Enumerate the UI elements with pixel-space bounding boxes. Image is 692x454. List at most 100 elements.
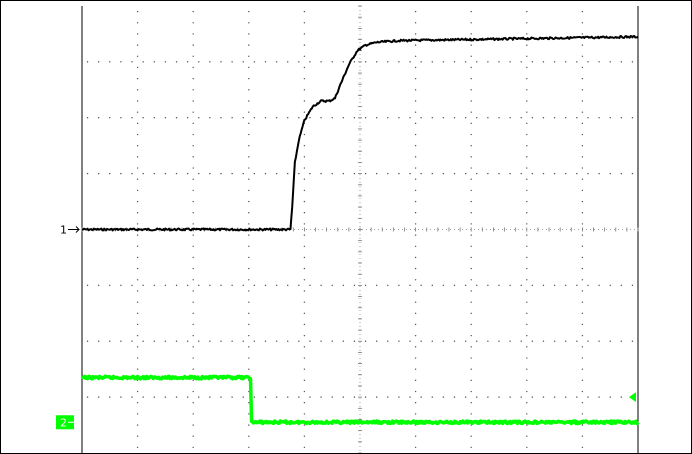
grid-dot bbox=[470, 435, 472, 437]
grid-dot bbox=[264, 117, 267, 119]
grid-dot bbox=[553, 172, 556, 175]
grid-dot bbox=[414, 413, 417, 415]
grid-dot bbox=[470, 234, 472, 236]
grid-dot bbox=[526, 357, 528, 359]
grid-dot bbox=[136, 334, 139, 337]
grid-dot bbox=[192, 44, 194, 46]
grid-dot bbox=[581, 234, 584, 236]
grid-dot bbox=[526, 66, 528, 69]
grid-dot bbox=[470, 446, 472, 449]
grid-dot bbox=[86, 284, 89, 287]
grid-dot bbox=[542, 340, 545, 342]
grid-dot bbox=[298, 284, 300, 287]
grid-dot bbox=[186, 61, 189, 63]
grid-dot bbox=[414, 301, 417, 303]
grid-dot bbox=[109, 396, 111, 398]
grid-dot bbox=[320, 117, 322, 119]
grid-dot bbox=[309, 340, 311, 342]
grid-dot bbox=[431, 117, 433, 119]
grid-dot bbox=[231, 172, 233, 175]
grid-dot bbox=[209, 172, 211, 175]
grid-dot bbox=[248, 144, 250, 147]
grid-dot bbox=[136, 368, 139, 370]
grid-dot bbox=[303, 44, 306, 46]
grid-dot bbox=[375, 172, 378, 175]
grid-dot bbox=[136, 66, 139, 69]
grid-dot bbox=[164, 117, 167, 119]
grid-dot bbox=[576, 172, 578, 175]
grid-dot bbox=[464, 61, 467, 63]
grid-dot bbox=[97, 340, 100, 342]
grid-dot bbox=[470, 279, 472, 281]
grid-dot bbox=[231, 284, 233, 287]
grid-dot bbox=[342, 284, 345, 287]
grid-dot bbox=[192, 435, 194, 437]
grid-dot bbox=[192, 223, 194, 225]
grid-dot bbox=[142, 284, 144, 287]
grid-dot bbox=[136, 245, 139, 247]
grid-dot bbox=[581, 22, 584, 24]
grid-dot bbox=[526, 245, 528, 247]
grid-dot bbox=[303, 144, 306, 147]
grid-dot bbox=[303, 111, 306, 113]
grid-dot bbox=[303, 413, 306, 415]
grid-dot bbox=[192, 390, 194, 393]
grid-dot bbox=[409, 172, 411, 175]
grid-dot bbox=[470, 212, 472, 214]
grid-dot bbox=[414, 234, 417, 236]
grid-dot bbox=[153, 172, 155, 175]
grid-dot bbox=[487, 396, 489, 398]
grid-dot bbox=[192, 334, 194, 337]
grid-dot bbox=[242, 396, 244, 398]
grid-dot bbox=[120, 172, 122, 175]
grid-dot bbox=[387, 61, 389, 63]
grid-dot bbox=[526, 156, 528, 158]
grid-dot bbox=[414, 323, 417, 326]
grid-dot bbox=[581, 212, 584, 214]
channel-1-marker-label: 1 bbox=[60, 224, 67, 237]
channel-2-marker-box bbox=[56, 415, 74, 430]
grid-dot bbox=[520, 117, 522, 119]
grid-dot bbox=[420, 396, 422, 398]
grid-dot bbox=[231, 117, 233, 119]
grid-dot bbox=[526, 334, 528, 337]
grid-dot bbox=[303, 234, 306, 236]
grid-dot bbox=[470, 156, 472, 158]
grid-dot bbox=[303, 89, 306, 91]
grid-dot bbox=[487, 61, 489, 63]
grid-dot bbox=[509, 284, 511, 287]
grid-dot bbox=[192, 189, 194, 192]
grid-dot bbox=[542, 172, 545, 175]
grid-dot bbox=[186, 117, 189, 119]
grid-dot bbox=[526, 200, 528, 203]
grid-dot bbox=[287, 172, 289, 175]
grid-dot bbox=[587, 284, 589, 287]
grid-dot bbox=[192, 413, 194, 415]
grid-dot bbox=[526, 100, 528, 102]
grid-dot bbox=[431, 284, 433, 287]
grid-dot bbox=[581, 413, 584, 415]
grid-dot bbox=[364, 61, 367, 63]
grid-dot bbox=[526, 89, 528, 91]
grid-dot bbox=[414, 167, 417, 169]
grid-dot bbox=[587, 61, 589, 63]
grid-dot bbox=[175, 172, 178, 175]
grid-dot bbox=[136, 22, 139, 24]
grid-dot bbox=[470, 379, 472, 382]
grid-dot bbox=[86, 61, 89, 63]
grid-dot bbox=[242, 340, 244, 342]
grid-dot bbox=[175, 340, 178, 342]
grid-dot bbox=[136, 178, 139, 180]
grid-dot bbox=[609, 172, 611, 175]
grid-dot bbox=[109, 340, 111, 342]
grid-dot bbox=[192, 77, 194, 80]
grid-dot bbox=[620, 340, 623, 342]
grid-dot bbox=[353, 396, 356, 398]
grid-dot bbox=[136, 189, 139, 192]
grid-dot bbox=[542, 396, 545, 398]
grid-dot bbox=[303, 33, 306, 35]
grid-dot bbox=[131, 284, 133, 287]
grid-dot bbox=[620, 172, 623, 175]
grid-dot bbox=[526, 301, 528, 303]
grid-dot bbox=[587, 117, 589, 119]
